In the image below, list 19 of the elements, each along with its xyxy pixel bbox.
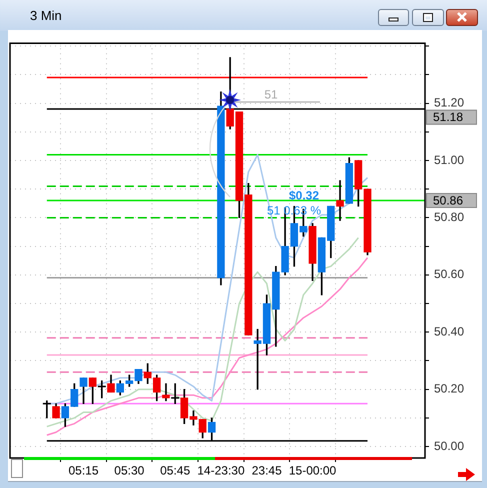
- annotation: $0.32: [288, 188, 320, 203]
- y-tick-label: 50.00: [434, 438, 464, 453]
- ref-line-label: 51.18: [433, 110, 464, 124]
- y-tick-label: 51.20: [434, 96, 464, 110]
- x-tick-label: 05:30: [114, 464, 145, 478]
- annotation: 51: [264, 88, 278, 102]
- y-tick-label: 50.60: [434, 267, 464, 282]
- x-tick-label: 14-23:30: [197, 464, 245, 478]
- y-tick-label: 50.80: [434, 210, 464, 224]
- y-tick-label: 50.20: [434, 382, 464, 396]
- x-tick-label: 15-00:00: [288, 464, 337, 478]
- x-tick-label: 05:15: [68, 464, 99, 478]
- candlestick: [336, 180, 344, 221]
- x-tick-label: 23:45: [252, 464, 282, 478]
- x-tick-label: 05:45: [160, 464, 190, 478]
- y-tick-label: 50.40: [434, 324, 464, 338]
- y-tick-label: 51.00: [434, 152, 464, 167]
- ref-line-label: 50.86: [433, 193, 464, 208]
- chart-title: 3 Min: [30, 8, 62, 23]
